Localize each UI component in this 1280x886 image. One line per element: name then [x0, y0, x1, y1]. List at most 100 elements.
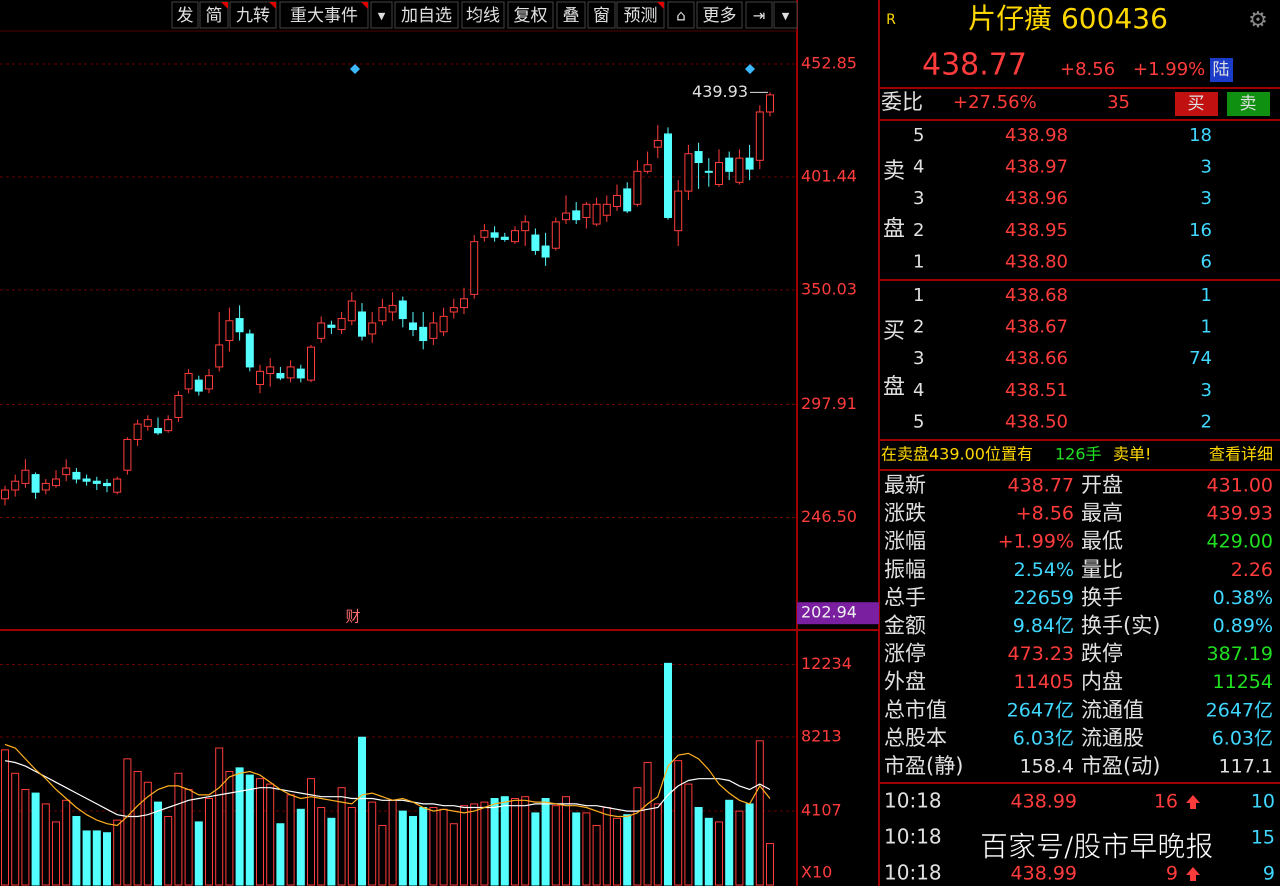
volume-bar [531, 812, 540, 886]
stat-value: 11254 [1213, 671, 1273, 693]
stat-value: 9.84亿 [1013, 615, 1074, 637]
volume-bar [592, 825, 601, 886]
y-tick-label: 8213 [801, 726, 842, 745]
candle-body [245, 333, 254, 368]
candle-body [490, 232, 499, 238]
candle-body [1, 489, 9, 500]
candle-body [307, 346, 315, 381]
notice-lots: 126手 [1055, 445, 1102, 464]
market-badge: R [886, 12, 896, 28]
candle-body [745, 157, 754, 170]
volume-bar [337, 787, 346, 886]
volume-bar [664, 662, 672, 886]
volume-bar [103, 832, 111, 886]
volume-bar [398, 810, 407, 886]
candle-body [225, 320, 234, 342]
volume-bar [490, 797, 499, 886]
price-change: +8.56 [1060, 59, 1115, 80]
stat-value: 2.54% [1014, 559, 1074, 581]
stat-value: 6.03亿 [1013, 727, 1074, 749]
toolbar-flag [269, 2, 276, 9]
candle-body [11, 480, 20, 491]
stat-label: 涨幅 [884, 529, 926, 553]
volume-bar [358, 736, 366, 886]
toolbar-button[interactable] [229, 1, 277, 29]
book-volume: 3 [1201, 380, 1212, 401]
volume-bar [205, 797, 213, 886]
toolbar-button[interactable] [394, 1, 459, 29]
stat-value: 0.38% [1213, 587, 1273, 609]
toolbar-button[interactable] [199, 1, 229, 29]
candle-body [480, 230, 489, 238]
tick-volume: 16 [1154, 791, 1178, 813]
volume-bar [276, 823, 285, 886]
stat-label: 总手 [884, 585, 926, 609]
toolbar-button[interactable] [587, 1, 616, 29]
volume-bar [735, 810, 744, 886]
volume-bar [194, 821, 203, 886]
toolbar-button[interactable] [507, 1, 554, 29]
toolbar-label: 发 [177, 6, 194, 26]
book-price: 438.96 [1005, 188, 1068, 209]
notice-link[interactable]: 查看详细 [1209, 445, 1273, 464]
toolbar-button[interactable] [745, 1, 773, 29]
candle-body [409, 322, 417, 331]
volume-bar [745, 803, 754, 886]
event-label: 财 [345, 608, 360, 626]
settings-icon[interactable]: ⚙ [1248, 8, 1268, 33]
candle-body [623, 188, 632, 212]
candle-body [286, 366, 295, 379]
toolbar-button[interactable] [556, 1, 586, 29]
toolbar-button[interactable] [279, 1, 369, 29]
toolbar-label: 叠 [563, 6, 580, 26]
book-level: 2 [913, 317, 924, 338]
stat-label: 换手 [1081, 585, 1123, 609]
sell-label: 卖 [1240, 94, 1257, 114]
toolbar-button[interactable] [696, 1, 743, 29]
candle-body [735, 157, 744, 183]
toolbar-button[interactable] [667, 1, 695, 29]
notice-text: 在卖盘439.00位置有 [881, 445, 1033, 464]
toolbar-flag [657, 2, 664, 9]
tag-label: 陆 [1213, 60, 1230, 80]
book-volume: 18 [1189, 125, 1212, 146]
stat-label: 最低 [1081, 529, 1123, 553]
volume-bar [154, 801, 162, 886]
book-level: 5 [913, 125, 924, 146]
order-diff: 35 [1107, 92, 1130, 113]
volume-bar [368, 801, 377, 886]
volume-bar [541, 797, 550, 886]
toolbar-label: 重大事件 [290, 6, 358, 26]
toolbar-button[interactable] [461, 1, 505, 29]
volume-bar [388, 799, 397, 886]
book-volume: 2 [1201, 411, 1212, 432]
candle-body [164, 419, 173, 432]
toolbar-button[interactable] [616, 1, 665, 29]
volume-bar [113, 819, 122, 886]
volume-bar [480, 801, 489, 886]
volume-bar [235, 767, 244, 886]
candle-body [317, 322, 326, 339]
buy-button[interactable] [1175, 92, 1218, 116]
price-change-pct: +1.99% [1133, 59, 1205, 80]
book-side-label: 盘 [883, 375, 905, 400]
book-volume: 6 [1201, 251, 1212, 272]
toolbar-flag [361, 2, 368, 9]
sell-button[interactable] [1227, 92, 1270, 116]
volume-bar [470, 803, 479, 886]
toolbar-icon: ▾ [378, 7, 386, 25]
stat-label: 市盈(静) [884, 754, 963, 778]
book-level: 5 [913, 411, 924, 432]
candle-body [92, 480, 101, 484]
candle-body [664, 133, 672, 218]
toolbar-button[interactable] [773, 1, 798, 29]
book-price: 438.50 [1005, 411, 1068, 432]
toolbar-button[interactable] [171, 1, 199, 29]
volume-bar [613, 817, 621, 886]
volume-bar [11, 772, 20, 886]
book-side-label: 卖 [883, 159, 905, 184]
toolbar-button[interactable] [370, 1, 393, 29]
volume-bar [52, 821, 60, 886]
watermark: 百家号/股市早晚报 [980, 830, 1213, 863]
